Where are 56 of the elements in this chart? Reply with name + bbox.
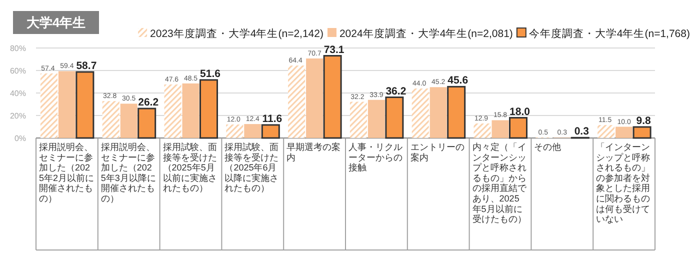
data-label: 11.6 [262, 112, 282, 125]
bar [350, 102, 367, 138]
bar [598, 125, 615, 138]
bar [200, 79, 218, 139]
data-label: 18.0 [510, 106, 530, 118]
bar [616, 126, 633, 138]
y-tick-label: 0% [14, 134, 26, 143]
legend-label: 2024年度調査・大学4年生(n=2,081) [339, 27, 513, 40]
chart-title: 大学4年生 [26, 15, 86, 30]
x-tick-label: 採用試験、面接等を受けた（2025年5月以前に実施されたもの） [162, 142, 217, 194]
bar [412, 88, 429, 138]
data-label: 9.8 [636, 114, 651, 127]
data-label: 26.2 [138, 96, 159, 109]
x-tick-label: 「インターンシップと呼称されるもの」の参加者を対象とした採用に関わるものは何も受けていない [596, 142, 650, 224]
legend-label: 2023年度調査・大学4年生(n=2,142) [150, 27, 324, 40]
bar [306, 58, 324, 138]
x-tick-label: 採用説明会、セミナーに参加した（2025年2月以前に開催されたもの） [39, 142, 94, 204]
data-label: 73.1 [324, 44, 344, 56]
y-tick-label: 40% [10, 89, 26, 98]
y-tick-label: 80% [10, 44, 26, 53]
bar [164, 84, 182, 138]
bar [261, 124, 280, 139]
bar [138, 108, 156, 139]
x-tick-label: 人事・リクルーターからの接触 [348, 142, 402, 173]
data-label: 0.3 [574, 126, 590, 138]
bar [226, 124, 244, 138]
bar [288, 66, 306, 138]
bar [430, 87, 447, 138]
bar [447, 86, 466, 139]
x-tick-label: 内々定（「インターンシップと呼称されるもの」からの採用直結であり、2025年5月以前に受けたもの） [472, 142, 528, 224]
bar [632, 126, 652, 139]
bar [368, 100, 385, 138]
bar [102, 101, 120, 138]
bar [40, 73, 58, 138]
x-tick-label: 早期選考の案内 [286, 142, 341, 162]
y-tick-label: 20% [10, 112, 26, 120]
bar [492, 120, 509, 138]
legend-label: 今年度調査・大学4年生(n=1,768) [528, 27, 690, 40]
bar [323, 55, 342, 139]
bar [509, 117, 528, 139]
bar [76, 71, 94, 139]
bar [474, 123, 491, 138]
bar [120, 104, 138, 138]
x-tick-label: 採用試験、面接等を受けた（2025年6月以降に実施されたもの） [224, 142, 279, 194]
x-tick-label: 採用説明会、セミナーに参加した（2025年3月以降に開催されたもの） [100, 142, 156, 204]
bar [58, 71, 76, 138]
x-tick-label: エントリーの案内 [410, 142, 464, 162]
bar [182, 83, 200, 138]
data-label: 58.7 [76, 60, 97, 72]
bar [385, 96, 404, 139]
y-tick-label: 60% [10, 66, 26, 76]
x-tick-label: その他 [534, 142, 562, 152]
bar [244, 124, 262, 138]
data-label: 45.6 [448, 74, 468, 87]
data-label: 51.6 [200, 68, 221, 80]
data-label: 36.2 [386, 85, 406, 98]
